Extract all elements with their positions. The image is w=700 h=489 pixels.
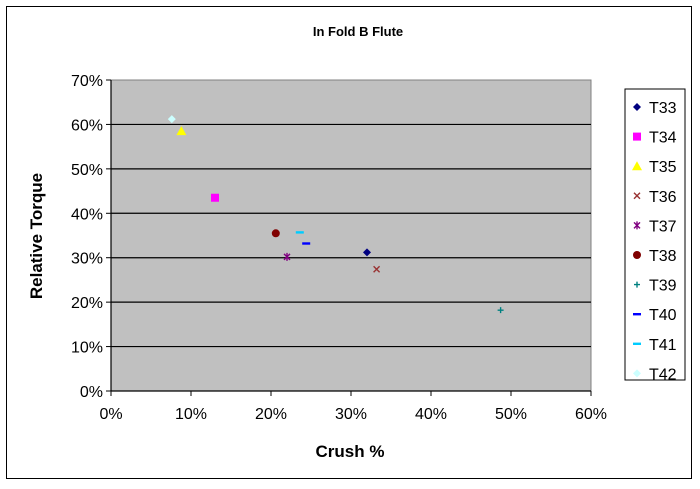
legend-marker-t39 (634, 281, 640, 288)
y-tick-label: 20% (71, 295, 103, 312)
legend-marker-t41 (633, 342, 641, 345)
legend-label: T40 (649, 307, 677, 324)
gridlines (111, 123, 591, 348)
legend-label: T36 (649, 189, 677, 206)
point-t33 (363, 248, 371, 257)
x-tick-label: 40% (415, 406, 447, 423)
y-tick-label: 50% (71, 162, 103, 179)
plot-area (110, 79, 592, 392)
legend-label: T37 (649, 218, 677, 235)
legend-items: T33 T34 T35 T36 T37 T38 T39 T40 T41 T42 (632, 100, 677, 383)
point-t34 (211, 193, 219, 202)
point-t35 (176, 126, 187, 136)
legend-marker-t37 (633, 221, 641, 230)
legend-marker-t34 (633, 132, 641, 141)
point-t41 (295, 231, 304, 234)
x-tick-label: 50% (495, 406, 527, 423)
y-tick-label: 70% (71, 73, 103, 90)
scatter-chart: In Fold B Flute 0%10%20%30%40%50%60%70% … (27, 24, 686, 461)
point-t37 (283, 252, 291, 261)
legend-label: T35 (649, 159, 677, 176)
legend-marker-t40 (633, 313, 641, 316)
legend-marker-t35 (632, 161, 642, 171)
legend-label: T38 (649, 248, 677, 265)
legend-label: T41 (649, 337, 677, 354)
x-tick-label: 20% (255, 406, 287, 423)
point-t39 (497, 307, 504, 314)
x-tick-label: 0% (99, 406, 122, 423)
y-tick-label: 0% (80, 384, 103, 401)
legend-label: T33 (649, 100, 677, 117)
x-axis-title: Crush % (316, 442, 385, 461)
y-tick-label: 60% (71, 117, 103, 134)
point-t40 (302, 242, 311, 245)
y-axis-ticks: 0% 10% 20% 30% 40% 50% 60% 70% (71, 73, 112, 401)
x-axis-ticks: 0% 10% 20% 30% 40% 50% 60% (99, 390, 607, 423)
data-points (167, 115, 504, 314)
x-tick-label: 60% (575, 406, 607, 423)
y-tick-label: 40% (71, 206, 103, 223)
chart-title: In Fold B Flute (313, 24, 403, 39)
legend-marker-t33 (633, 103, 641, 111)
legend-label: T42 (649, 366, 677, 383)
legend-marker-t36 (633, 192, 641, 200)
point-t38 (271, 229, 280, 238)
legend-label: T34 (649, 130, 677, 147)
y-tick-label: 10% (71, 340, 103, 357)
chart-frame: In Fold B Flute 0% 10% 20% 30% 40% 50% 60% 70% … (6, 6, 692, 479)
y-tick-label: 30% (71, 251, 103, 268)
y-axis-title: Relative Torque (27, 173, 46, 299)
x-tick-label: 30% (335, 406, 367, 423)
legend-marker-t42 (633, 369, 641, 378)
legend-marker-t38 (633, 251, 641, 259)
point-t36 (373, 265, 381, 273)
x-tick-label: 10% (175, 406, 207, 423)
legend-label: T39 (649, 278, 677, 295)
point-t42 (167, 115, 176, 124)
